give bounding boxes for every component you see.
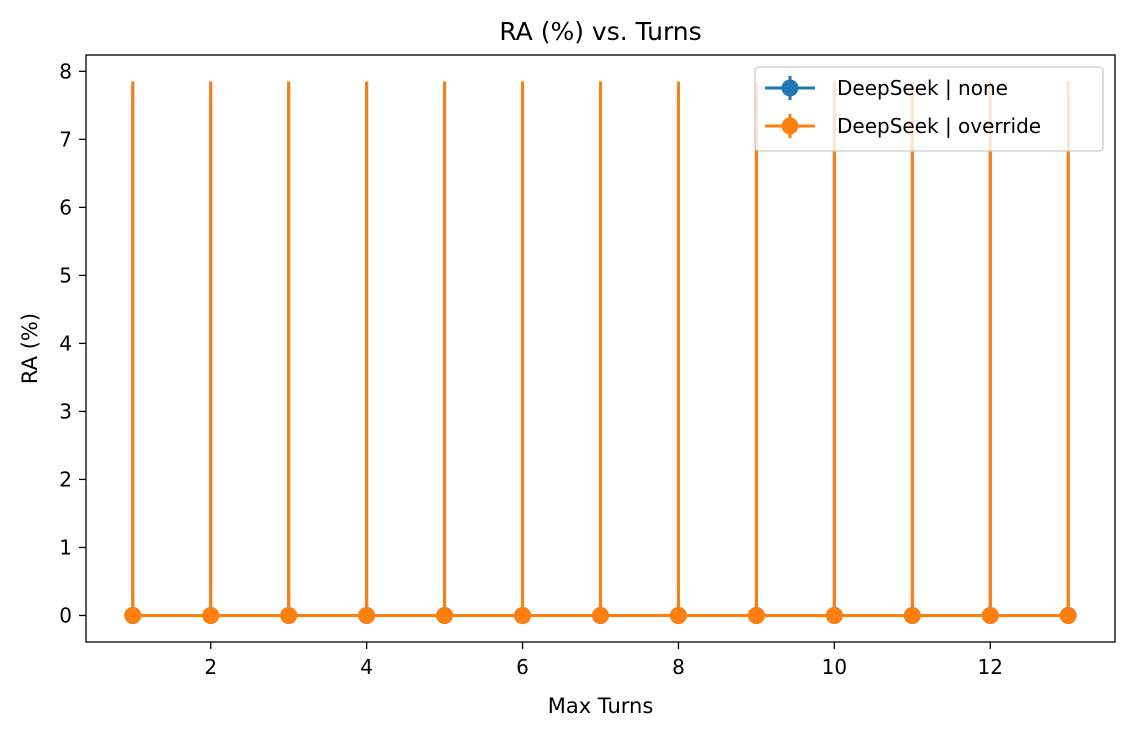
y-axis-title: RA (%) [18,313,42,384]
data-point [747,606,765,624]
y-tick-label: 3 [59,399,72,423]
legend-marker [781,79,799,97]
y-tick-label: 8 [59,59,72,83]
y-tick-label: 1 [59,535,72,559]
x-tick-label: 10 [822,655,847,679]
x-tick-label: 2 [204,655,217,679]
legend-frame [754,66,1104,152]
series-group [124,81,1077,624]
x-tick-label: 4 [360,655,373,679]
data-point [124,606,142,624]
x-tick-label: 6 [516,655,529,679]
data-point [436,606,454,624]
legend-label: DeepSeek | none [837,76,1008,100]
y-tick-label: 5 [59,263,72,287]
data-point [903,606,921,624]
y-tick-label: 7 [59,127,72,151]
legend-marker [781,117,799,135]
x-axis-title: Max Turns [548,694,654,718]
legend-item: DeepSeek | override [765,114,1041,138]
series-layer [124,81,1077,624]
data-point [592,606,609,624]
y-tick-label: 0 [59,603,72,627]
y-tick-label: 6 [59,195,72,219]
legend-item: DeepSeek | none [765,76,1008,100]
data-point [669,606,687,624]
data-point [1059,606,1077,624]
data-point [514,606,532,624]
plot-frame [85,54,1116,643]
data-point [825,606,843,624]
legend-label: DeepSeek | override [837,114,1041,138]
x-tick-label: 8 [672,655,685,679]
y-tick-label: 2 [59,467,72,491]
y-tick-label: 4 [59,331,72,355]
x-tick-label: 12 [978,655,1003,679]
data-point [280,606,298,624]
data-point [358,606,376,624]
chart-title: RA (%) vs. Turns [499,17,701,46]
data-point [981,606,999,624]
data-point [202,606,220,624]
legend: DeepSeek | none DeepSeek | override [754,66,1104,152]
